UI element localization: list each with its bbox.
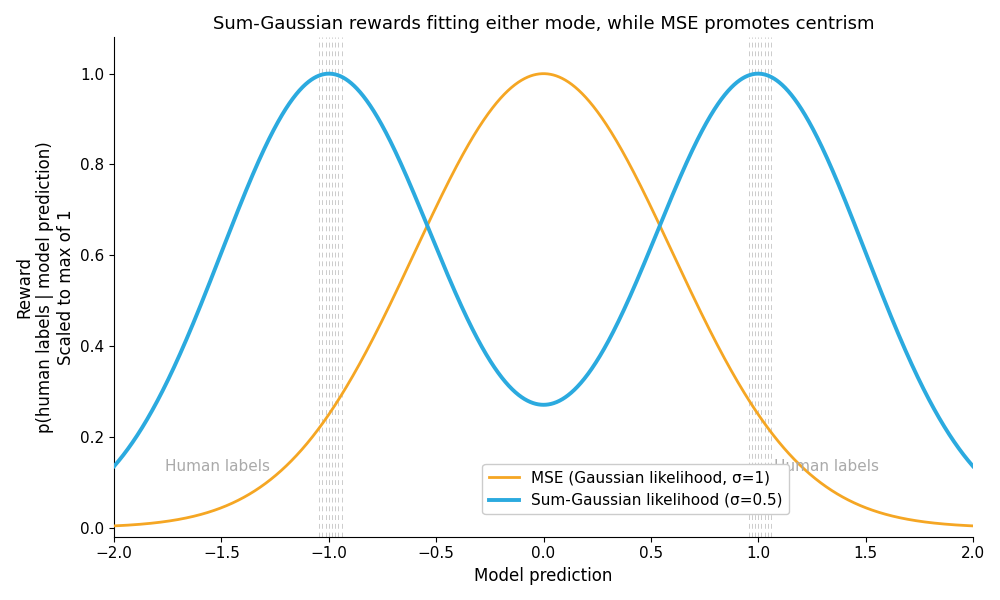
Sum-Gaussian likelihood (σ=0.5) <box>950 442 962 449</box>
Sum-Gaussian likelihood (σ=0.5) <box>257 148 269 155</box>
Y-axis label: Reward
p(human labels | model prediction)
Scaled to max of 1: Reward p(human labels | model prediction… <box>15 141 75 433</box>
MSE (Gaussian likelihood, σ=1) <box>108 522 120 529</box>
Sum-Gaussian likelihood (σ=0.5) <box>206 273 218 280</box>
Sum-Gaussian likelihood (σ=0.5) <box>438 262 450 269</box>
Legend: MSE (Gaussian likelihood, σ=1), Sum-Gaussian likelihood (σ=0.5): MSE (Gaussian likelihood, σ=1), Sum-Gaus… <box>482 464 789 514</box>
MSE (Gaussian likelihood, σ=1) <box>858 503 870 511</box>
MSE (Gaussian likelihood, σ=1) <box>437 188 449 196</box>
MSE (Gaussian likelihood, σ=1) <box>257 482 269 489</box>
MSE (Gaussian likelihood, σ=1) <box>475 121 487 128</box>
MSE (Gaussian likelihood, σ=1) <box>206 508 218 515</box>
Line: Sum-Gaussian likelihood (σ=0.5): Sum-Gaussian likelihood (σ=0.5) <box>114 74 973 466</box>
Text: Human labels: Human labels <box>774 459 879 474</box>
Sum-Gaussian likelihood (σ=0.5) <box>858 244 870 251</box>
Sum-Gaussian likelihood (σ=0.5) <box>475 341 487 349</box>
MSE (Gaussian likelihood, σ=1) <box>967 522 979 529</box>
X-axis label: Model prediction: Model prediction <box>474 567 613 585</box>
Line: MSE (Gaussian likelihood, σ=1): MSE (Gaussian likelihood, σ=1) <box>114 74 973 526</box>
Text: Human labels: Human labels <box>165 459 270 474</box>
Sum-Gaussian likelihood (σ=0.5) <box>967 463 979 470</box>
MSE (Gaussian likelihood, σ=1) <box>537 70 549 77</box>
Sum-Gaussian likelihood (σ=0.5) <box>108 463 120 470</box>
MSE (Gaussian likelihood, σ=1) <box>950 521 962 529</box>
Sum-Gaussian likelihood (σ=0.5) <box>323 70 335 77</box>
Title: Sum-Gaussian rewards fitting either mode, while MSE promotes centrism: Sum-Gaussian rewards fitting either mode… <box>213 15 874 33</box>
